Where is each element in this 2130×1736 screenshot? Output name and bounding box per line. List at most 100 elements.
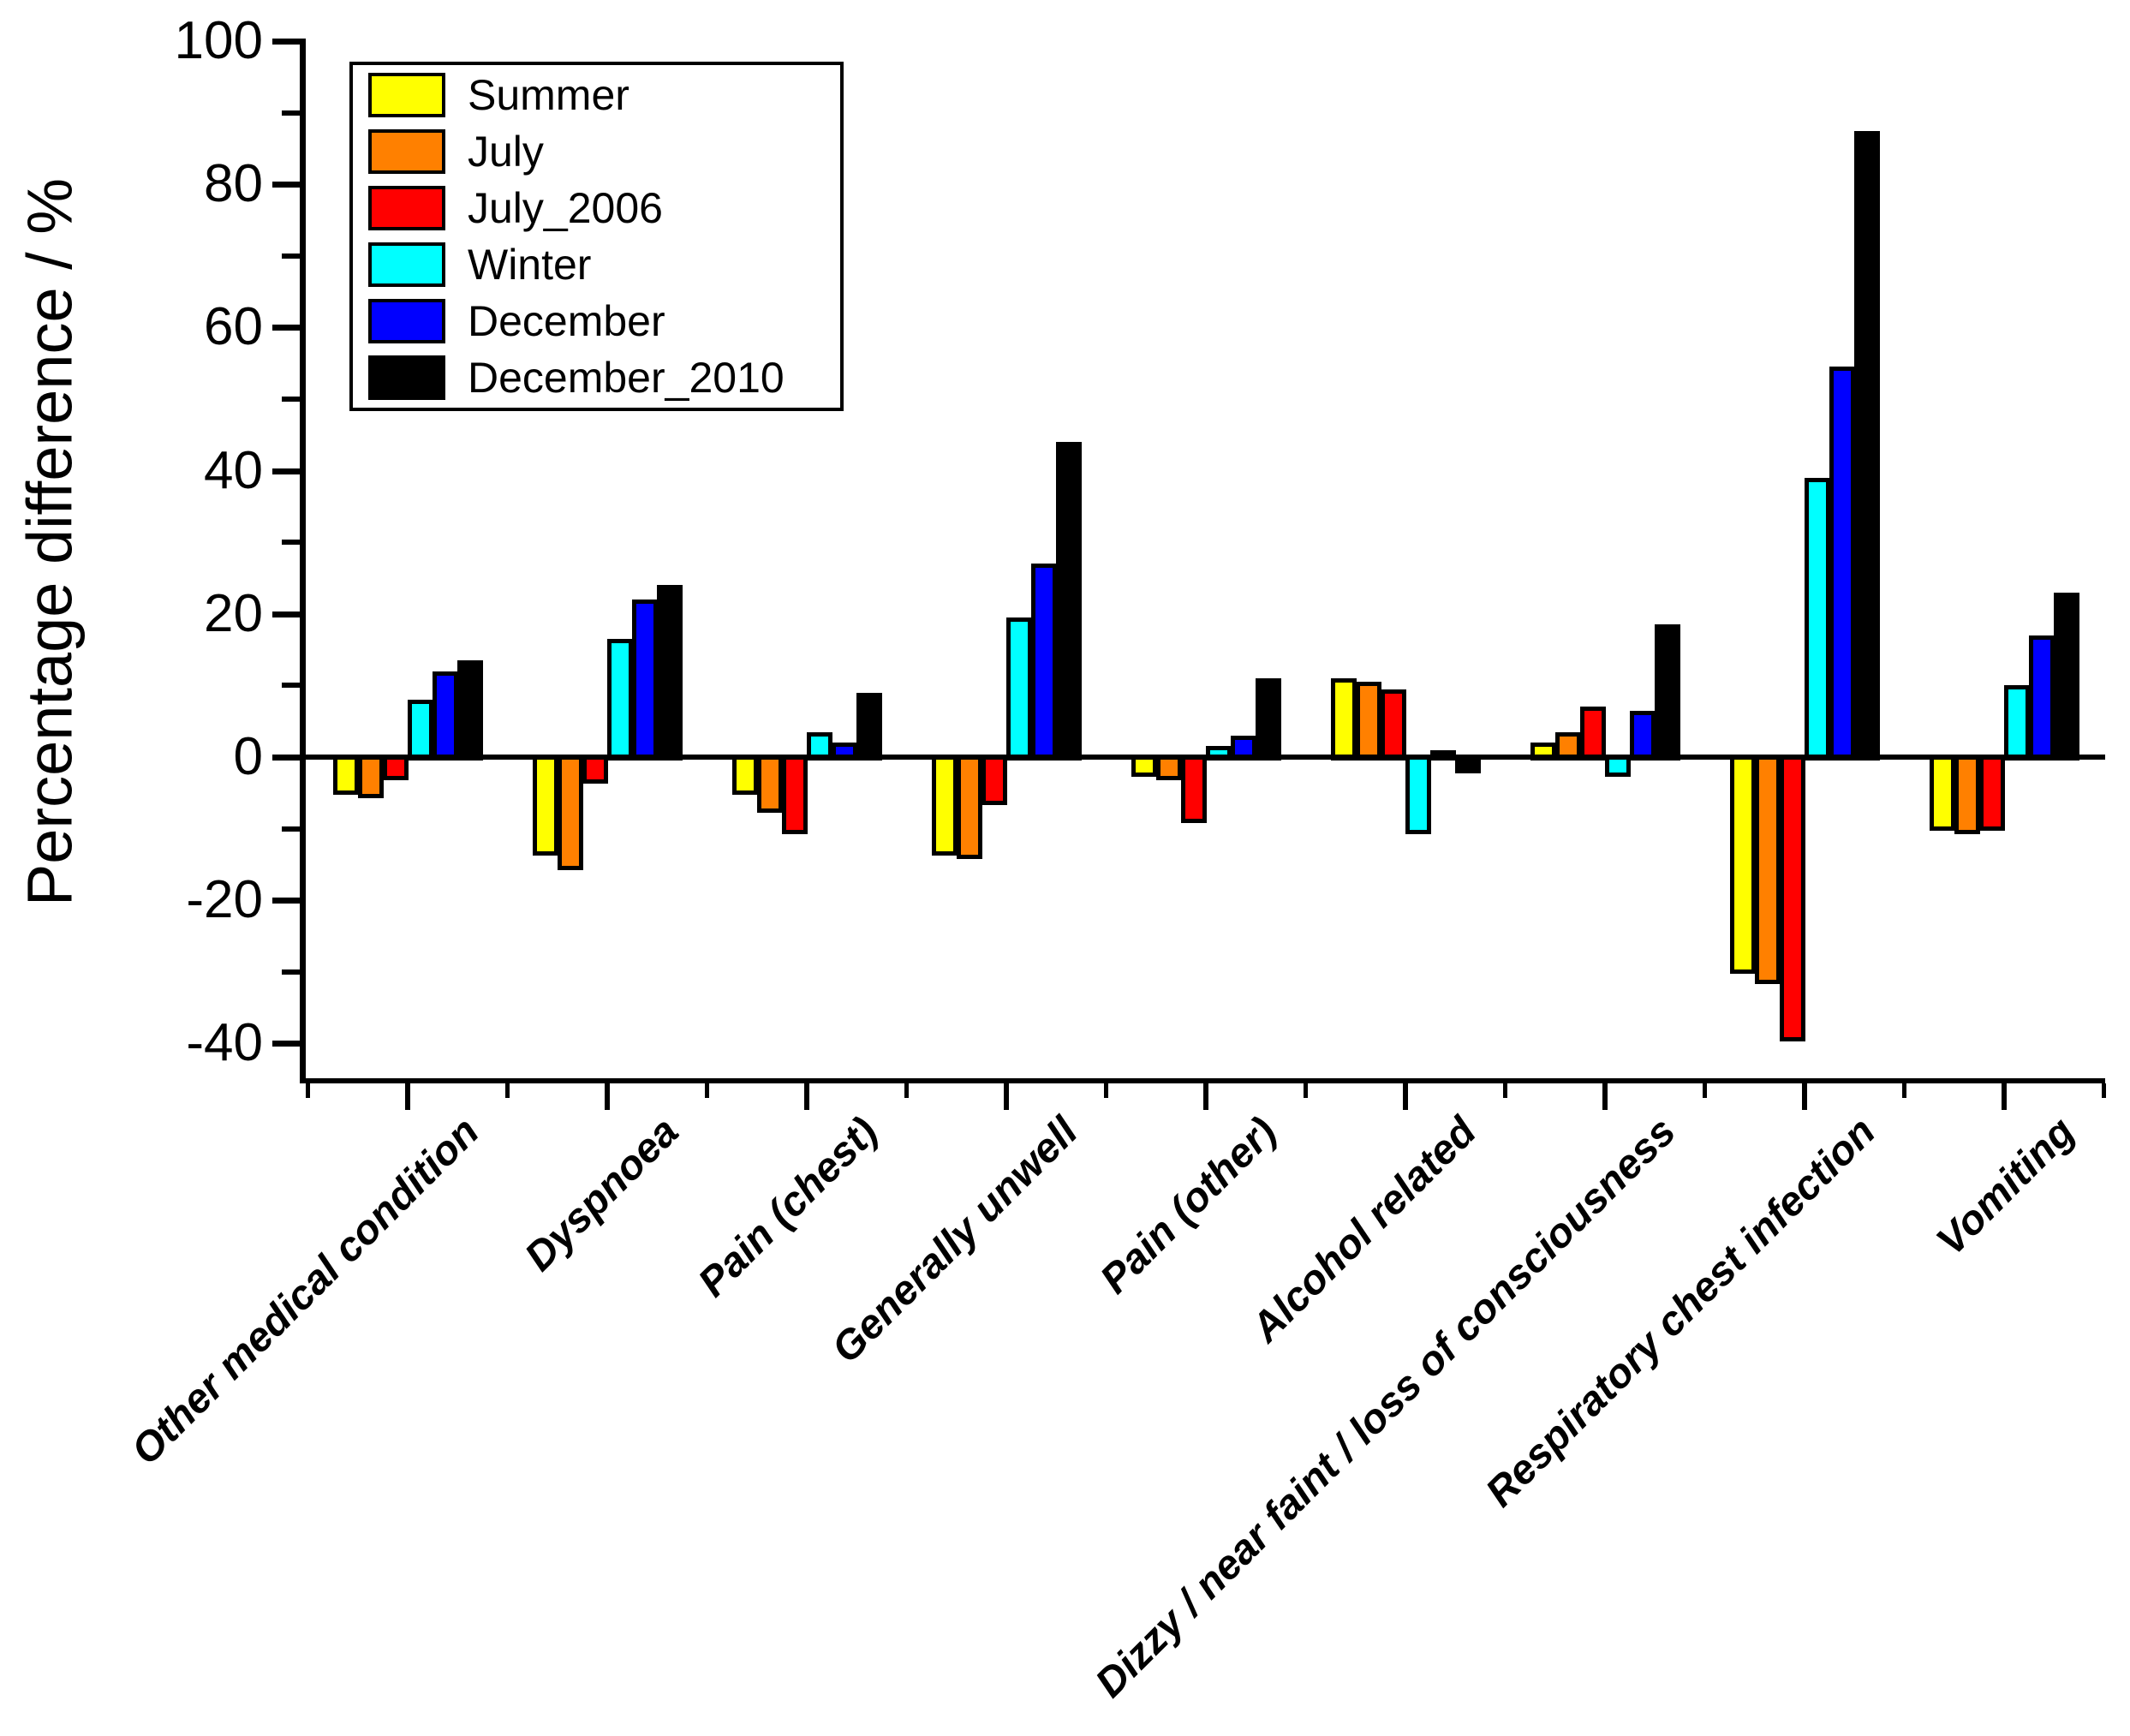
bar-december [433, 671, 458, 761]
legend-item-summer: Summer [353, 67, 840, 123]
x-category-label: Vomiting [1928, 1108, 2085, 1265]
y-major-tick [272, 1041, 300, 1047]
legend-swatch-december-2010 [368, 355, 445, 400]
x-category-label: Respiratory chest infection [1477, 1108, 1885, 1516]
legend-swatch-july-2006 [368, 186, 445, 230]
x-major-tick [405, 1083, 410, 1110]
bar-july-2006 [782, 755, 808, 834]
y-tick-label: 80 [204, 154, 263, 214]
legend-swatch-july [368, 129, 445, 174]
y-tick-label: 0 [233, 727, 263, 786]
legend-label: Summer [468, 71, 629, 119]
bar-december-2010 [1056, 442, 1082, 761]
y-minor-tick [282, 110, 300, 116]
x-category-label: Pain (other) [1092, 1108, 1286, 1303]
x-minor-tick [1902, 1083, 1906, 1098]
x-major-tick [1602, 1083, 1608, 1110]
bar-december-2010 [1854, 130, 1880, 761]
y-tick-label: 20 [204, 583, 263, 643]
x-minor-tick [705, 1083, 709, 1098]
bar-july-2006 [1381, 689, 1406, 761]
legend-item-winter: Winter [353, 236, 840, 293]
y-major-tick [272, 755, 300, 761]
y-minor-tick [282, 540, 300, 546]
x-major-tick [804, 1083, 809, 1110]
y-minor-tick [282, 683, 300, 689]
y-tick-label: 100 [174, 11, 263, 70]
y-tick-label: -20 [186, 870, 263, 930]
bar-december [2029, 635, 2055, 761]
x-major-tick [2002, 1083, 2007, 1110]
bar-july [1755, 755, 1781, 985]
bar-summer [1930, 755, 1955, 831]
y-major-tick [272, 39, 300, 45]
y-minor-tick [282, 397, 300, 402]
legend-label: December [468, 297, 665, 345]
bar-december-2010 [1655, 624, 1680, 761]
bar-winter [2004, 685, 2030, 761]
legend-swatch-winter [368, 242, 445, 287]
bar-july [757, 755, 783, 813]
legend-label: July [468, 128, 544, 176]
y-major-tick [272, 468, 300, 474]
x-category-label: Pain (chest) [689, 1108, 887, 1306]
bar-winter [1405, 755, 1431, 834]
x-axis-spine [300, 1078, 2105, 1083]
bar-summer [333, 755, 359, 795]
bar-december-2010 [457, 660, 483, 761]
bar-winter [607, 639, 633, 761]
bar-winter [1805, 477, 1830, 761]
x-major-tick [1403, 1083, 1408, 1110]
x-minor-tick [306, 1083, 310, 1098]
x-minor-tick [1304, 1083, 1308, 1098]
bar-july-2006 [1979, 755, 2005, 831]
y-tick-label: -40 [186, 1013, 263, 1073]
bar-summer [533, 755, 558, 856]
y-major-tick [272, 611, 300, 617]
bar-december-2010 [1256, 678, 1281, 761]
legend-label: December_2010 [468, 354, 785, 402]
legend-item-december: December [353, 293, 840, 349]
x-category-label: Other medical condition [122, 1108, 488, 1474]
bar-december [632, 600, 658, 761]
legend-item-july-2006: July_2006 [353, 180, 840, 236]
bar-july-2006 [981, 755, 1007, 806]
bar-december [1829, 367, 1855, 761]
bar-july-2006 [1780, 755, 1805, 1042]
y-axis-title: Percentage difference / % [14, 177, 86, 907]
bar-july [558, 755, 583, 870]
y-tick-label: 40 [204, 440, 263, 500]
y-major-tick [272, 898, 300, 904]
y-minor-tick [282, 826, 300, 832]
legend-label: July_2006 [468, 184, 663, 232]
zero-line [306, 755, 2105, 760]
y-major-tick [272, 325, 300, 331]
x-minor-tick [1104, 1083, 1108, 1098]
x-minor-tick [904, 1083, 909, 1098]
legend-item-december-2010: December_2010 [353, 349, 840, 406]
x-major-tick [1203, 1083, 1208, 1110]
bar-july [358, 755, 384, 798]
x-major-tick [605, 1083, 610, 1110]
x-minor-tick [505, 1083, 510, 1098]
legend-item-july: July [353, 123, 840, 180]
legend-label: Winter [468, 241, 592, 289]
x-minor-tick [1503, 1083, 1507, 1098]
bar-july [957, 755, 982, 860]
bar-december [1031, 564, 1057, 761]
legend: Summer July July_2006 Winter December Decembe… [349, 62, 844, 411]
legend-swatch-december [368, 299, 445, 343]
bar-december-2010 [657, 585, 683, 761]
bar-december [1630, 710, 1656, 761]
y-tick-label: 60 [204, 297, 263, 357]
x-major-tick [1004, 1083, 1009, 1110]
bar-july [1954, 755, 1980, 834]
bar-winter [408, 700, 433, 761]
bar-july [1356, 682, 1381, 761]
y-minor-tick [282, 969, 300, 975]
bar-july-2006 [1181, 755, 1207, 824]
bar-summer [1730, 755, 1756, 974]
bar-summer [1331, 678, 1357, 761]
bar-december-2010 [856, 692, 882, 761]
